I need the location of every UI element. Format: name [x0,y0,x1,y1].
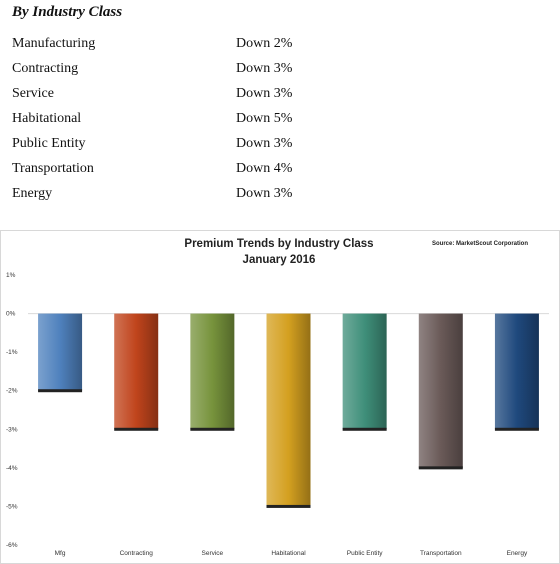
bar-service [190,313,235,430]
x-category-label: Transportation [420,550,462,557]
section-heading: By Industry Class [12,4,123,20]
industry-value: Down 3% [236,86,293,101]
bar-contracting [114,313,159,430]
bar-end-cap [266,504,311,508]
industry-label: Habitational [12,111,82,126]
industry-value: Down 5% [236,111,293,126]
y-tick-label: -6% [6,542,18,549]
bar-energy [494,313,539,430]
industry-value: Down 3% [236,61,293,76]
chart-subtitle: January 2016 [243,254,316,266]
list-item: Transportation Down 4% [12,159,312,184]
bar-habitational [266,313,311,507]
industry-value: Down 4% [236,161,293,176]
chart-svg: Premium Trends by Industry Class January… [0,230,560,564]
bar-transportation [418,313,463,468]
x-category-label: Public Entity [347,550,384,557]
industry-list: Manufacturing Down 2% Contracting Down 3… [12,34,312,209]
y-tick-label: -5% [6,503,18,510]
industry-value: Down 3% [236,186,293,201]
x-category-label: Energy [507,550,528,557]
bar-end-cap [418,466,463,470]
industry-label: Contracting [12,61,79,76]
x-category-label: Contracting [120,550,154,557]
x-category-label: Habitational [271,550,306,557]
list-item: Contracting Down 3% [12,59,312,84]
y-tick-label: -4% [6,465,18,472]
chart-source: Source: MarketScout Corporation [432,241,528,247]
premium-trends-chart: Premium Trends by Industry Class January… [0,230,560,564]
y-tick-label: 0% [6,311,16,318]
list-item: Energy Down 3% [12,184,312,209]
industry-value: Down 2% [236,36,293,51]
bar-end-cap [494,427,539,431]
list-item: Manufacturing Down 2% [12,34,312,59]
list-item: Public Entity Down 3% [12,134,312,159]
bar-end-cap [38,389,83,393]
bar-end-cap [114,427,159,431]
y-tick-label: -1% [6,349,18,356]
chart-title: Premium Trends by Industry Class [184,238,373,250]
y-tick-label: 1% [6,272,16,279]
industry-label: Energy [12,186,53,201]
bar-end-cap [342,427,387,431]
x-category-label: Mfg [55,550,66,557]
industry-label: Transportation [12,161,94,176]
list-item: Habitational Down 5% [12,109,312,134]
bar-public-entity [342,313,387,430]
bar-mfg [38,313,83,391]
list-item: Service Down 3% [12,84,312,109]
x-category-label: Service [202,550,224,557]
industry-label: Public Entity [12,136,86,151]
y-tick-label: -2% [6,388,18,395]
bar-end-cap [190,427,235,431]
industry-label: Service [12,86,54,101]
industry-label: Manufacturing [12,36,96,51]
y-tick-label: -3% [6,426,18,433]
industry-value: Down 3% [236,136,293,151]
